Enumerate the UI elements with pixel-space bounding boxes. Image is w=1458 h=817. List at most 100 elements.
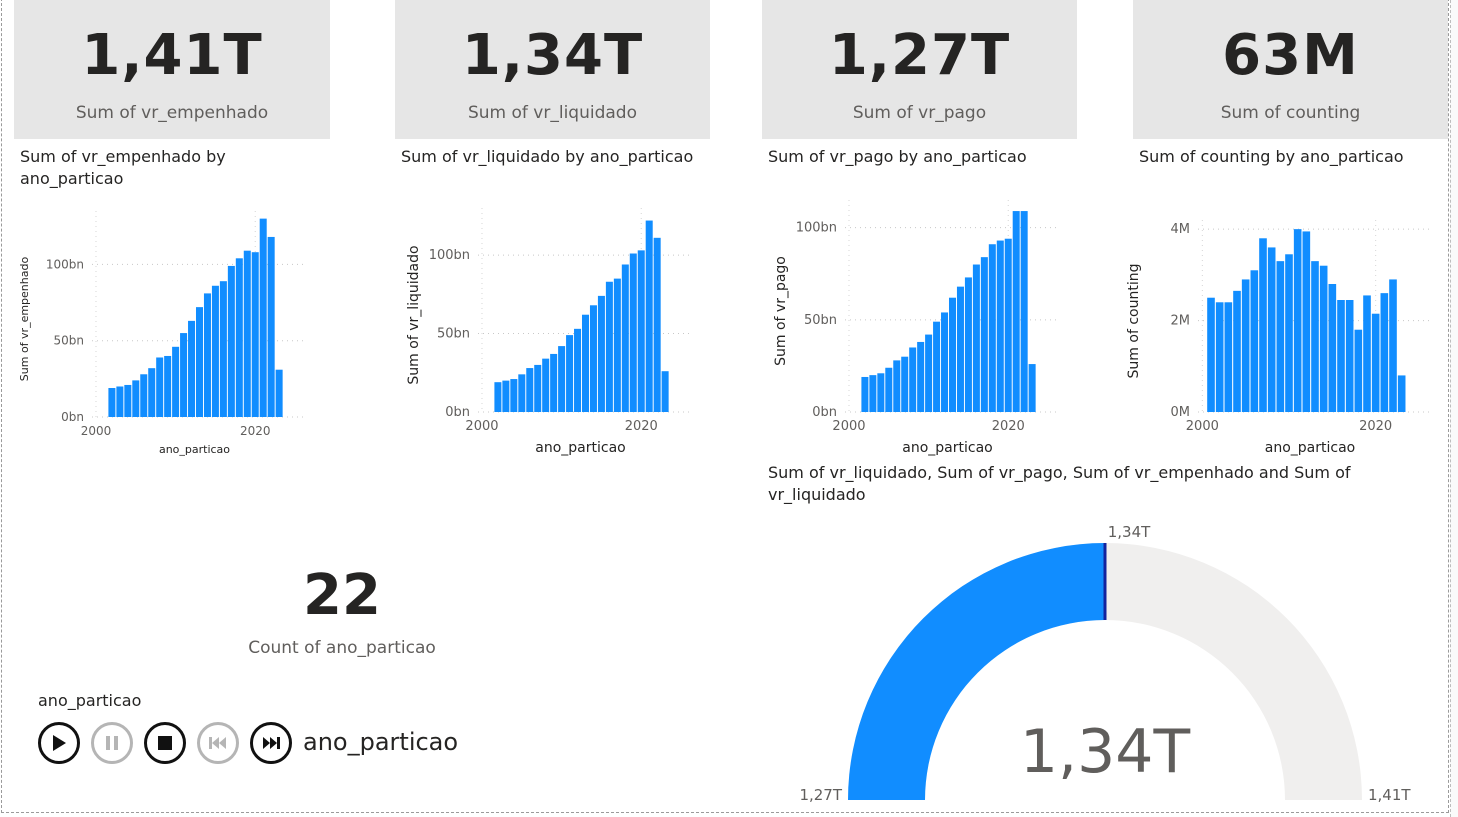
bar[interactable] — [108, 388, 116, 417]
bar[interactable] — [1285, 254, 1293, 412]
bar[interactable] — [156, 357, 164, 417]
bar[interactable] — [1215, 302, 1224, 412]
bar[interactable] — [542, 358, 550, 412]
bar[interactable] — [243, 250, 251, 417]
bar[interactable] — [901, 356, 909, 412]
bar[interactable] — [637, 250, 645, 412]
bar[interactable] — [980, 257, 988, 412]
bar[interactable] — [893, 360, 901, 412]
bar[interactable] — [1363, 295, 1371, 412]
bar[interactable] — [1311, 261, 1319, 412]
bar[interactable] — [1233, 290, 1241, 412]
bar[interactable] — [597, 295, 605, 412]
bar[interactable] — [558, 346, 566, 412]
bar[interactable] — [518, 374, 526, 412]
bar[interactable] — [1293, 229, 1302, 412]
bar[interactable] — [526, 368, 534, 412]
bar[interactable] — [267, 236, 275, 417]
bar[interactable] — [661, 371, 669, 412]
bar[interactable] — [917, 341, 925, 412]
next-button[interactable] — [250, 722, 292, 764]
bar[interactable] — [861, 376, 869, 412]
bar-chart-counting[interactable]: 0M 2M 4M 2000 2020 ano_particao Sum of countin… — [1120, 0, 1450, 470]
bar[interactable] — [132, 380, 140, 417]
bar[interactable] — [275, 369, 283, 417]
bar[interactable] — [1345, 300, 1354, 412]
bar[interactable] — [1207, 297, 1215, 412]
bar[interactable] — [180, 333, 188, 417]
play-button[interactable] — [38, 722, 80, 764]
stop-button[interactable] — [144, 722, 186, 764]
bar[interactable] — [653, 237, 661, 412]
bar[interactable] — [1012, 211, 1020, 412]
card-vr-empenhado[interactable]: 1,41T Sum of vr_empenhado — [14, 0, 330, 139]
bar[interactable] — [933, 321, 941, 412]
card-vr-liquidado[interactable]: 1,34T Sum of vr_liquidado — [395, 0, 710, 139]
bar[interactable] — [574, 328, 582, 412]
bar[interactable] — [941, 312, 949, 412]
bar[interactable] — [869, 375, 877, 412]
bar[interactable] — [1371, 313, 1380, 412]
bar[interactable] — [235, 258, 243, 417]
bar[interactable] — [140, 374, 148, 417]
bar[interactable] — [1224, 302, 1233, 412]
bar[interactable] — [629, 253, 637, 412]
bar[interactable] — [948, 297, 957, 412]
bar[interactable] — [203, 293, 211, 417]
card-counting[interactable]: 63M Sum of counting — [1133, 0, 1448, 139]
bar[interactable] — [1028, 364, 1036, 412]
bar[interactable] — [124, 384, 132, 417]
bar[interactable] — [1241, 279, 1250, 412]
bar[interactable] — [1276, 261, 1285, 412]
bar[interactable] — [510, 379, 518, 412]
bar[interactable] — [909, 347, 917, 412]
bar[interactable] — [164, 355, 172, 417]
bar[interactable] — [1267, 247, 1276, 412]
bar[interactable] — [148, 368, 156, 417]
bar[interactable] — [1004, 238, 1012, 412]
bar[interactable] — [1397, 375, 1406, 412]
bar[interactable] — [877, 373, 885, 412]
bar[interactable] — [188, 320, 196, 417]
bar[interactable] — [172, 346, 180, 417]
bar[interactable] — [621, 264, 629, 412]
bar[interactable] — [1380, 293, 1389, 412]
bar[interactable] — [211, 285, 219, 417]
bar[interactable] — [1337, 300, 1345, 412]
bar[interactable] — [116, 386, 124, 417]
bar[interactable] — [1250, 270, 1259, 412]
bar[interactable] — [613, 278, 621, 412]
bar[interactable] — [581, 314, 590, 412]
bar[interactable] — [259, 218, 267, 417]
bar[interactable] — [227, 265, 235, 417]
bar[interactable] — [1354, 329, 1363, 412]
bar[interactable] — [956, 286, 964, 412]
bar[interactable] — [885, 367, 893, 412]
bar[interactable] — [1319, 265, 1328, 412]
bar[interactable] — [1328, 284, 1337, 412]
bar[interactable] — [972, 264, 980, 412]
previous-button[interactable] — [197, 722, 239, 764]
bar[interactable] — [988, 244, 996, 412]
bar[interactable] — [534, 364, 542, 412]
bar[interactable] — [1020, 211, 1028, 412]
bar[interactable] — [219, 281, 227, 417]
bar[interactable] — [1302, 231, 1311, 412]
bar[interactable] — [1389, 279, 1397, 412]
pause-button[interactable] — [91, 722, 133, 764]
bar[interactable] — [996, 240, 1004, 412]
vertical-scrollbar[interactable] — [1450, 0, 1458, 817]
bar[interactable] — [195, 307, 204, 417]
bar[interactable] — [1259, 238, 1267, 412]
bar[interactable] — [605, 281, 613, 412]
bar[interactable] — [502, 380, 510, 412]
bar[interactable] — [566, 335, 574, 412]
card-vr-pago[interactable]: 1,27T Sum of vr_pago — [762, 0, 1077, 139]
gauge-chart[interactable]: 1,34T 1,34T 1,27T 1,41T — [760, 515, 1450, 815]
bar[interactable] — [494, 382, 502, 412]
bar[interactable] — [589, 305, 597, 412]
bar[interactable] — [925, 334, 933, 412]
bar[interactable] — [964, 277, 972, 412]
